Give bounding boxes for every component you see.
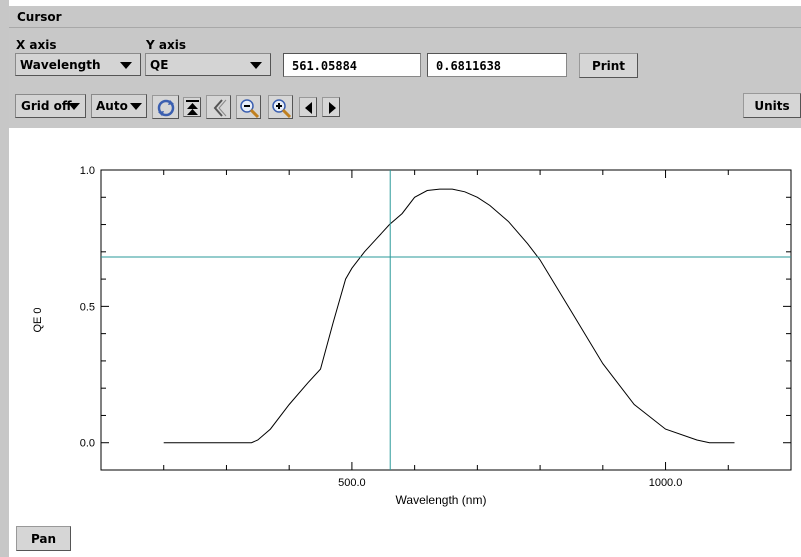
zoom-out-icon	[240, 99, 260, 119]
pan-button[interactable]: Pan	[16, 526, 71, 551]
units-button[interactable]: Units	[743, 93, 801, 118]
grid-select[interactable]: Grid off	[15, 94, 86, 118]
plot-frame	[100, 169, 792, 471]
zoom-in-button[interactable]	[268, 95, 293, 119]
y-tick-label: 1.0	[80, 165, 95, 177]
cursor-panel: X axis Y axis Wavelength QE 561.05884 0.…	[9, 28, 801, 88]
zoom-out-button[interactable]	[236, 95, 261, 119]
window-title: Cursor	[17, 10, 62, 24]
y-axis-select[interactable]: QE	[145, 53, 271, 76]
back-icon	[213, 99, 227, 117]
y-tick-label: 0.5	[80, 301, 95, 313]
y-axis-select-value: QE	[150, 58, 169, 72]
title-bar: Cursor	[9, 6, 801, 28]
chart-area: 500.0 1000.0 0.0 0.5 1.0 Wavelength (nm) QE …	[9, 128, 801, 518]
scale-select[interactable]: Auto	[91, 94, 147, 118]
chevron-down-icon	[68, 103, 80, 110]
chevron-down-icon	[130, 103, 142, 110]
back-button[interactable]	[206, 95, 231, 119]
x-tick-label: 500.0	[338, 477, 366, 489]
previous-button[interactable]	[299, 97, 317, 117]
x-axis-title: Wavelength (nm)	[396, 493, 487, 507]
window-left-edge	[0, 0, 9, 557]
qe-chart[interactable]: 500.0 1000.0 0.0 0.5 1.0 Wavelength (nm) QE …	[9, 128, 801, 518]
refresh-button[interactable]	[152, 95, 179, 119]
grid-select-value: Grid off	[21, 99, 72, 113]
right-arrow-icon	[329, 102, 336, 114]
left-arrow-icon	[305, 102, 312, 114]
print-button[interactable]: Print	[579, 53, 638, 78]
x-tick-label: 1000.0	[649, 477, 683, 489]
y-axis-title: QE 0	[32, 307, 44, 332]
move-top-button[interactable]	[183, 97, 201, 117]
scale-select-value: Auto	[96, 99, 128, 113]
bottom-bar: Pan	[9, 518, 801, 557]
next-button[interactable]	[322, 97, 340, 117]
tick-labels: 500.0 1000.0 0.0 0.5 1.0	[80, 165, 683, 489]
axis-ticks	[101, 169, 791, 470]
y-tick-label: 0.0	[80, 438, 95, 450]
qe-series-line	[163, 188, 735, 444]
chevron-down-icon	[120, 62, 132, 69]
y-axis-label: Y axis	[146, 38, 186, 52]
y-readout-field[interactable]: 0.6811638	[427, 53, 567, 77]
chart-toolbar: Grid off Auto	[9, 88, 801, 128]
x-axis-label: X axis	[16, 38, 57, 52]
move-top-icon	[186, 100, 199, 115]
x-readout-field[interactable]: 561.05884	[283, 53, 421, 77]
chevron-down-icon	[250, 62, 262, 69]
x-axis-select-value: Wavelength	[20, 58, 101, 72]
refresh-icon	[157, 99, 175, 117]
x-axis-select[interactable]: Wavelength	[15, 53, 141, 76]
zoom-in-icon	[272, 99, 292, 119]
